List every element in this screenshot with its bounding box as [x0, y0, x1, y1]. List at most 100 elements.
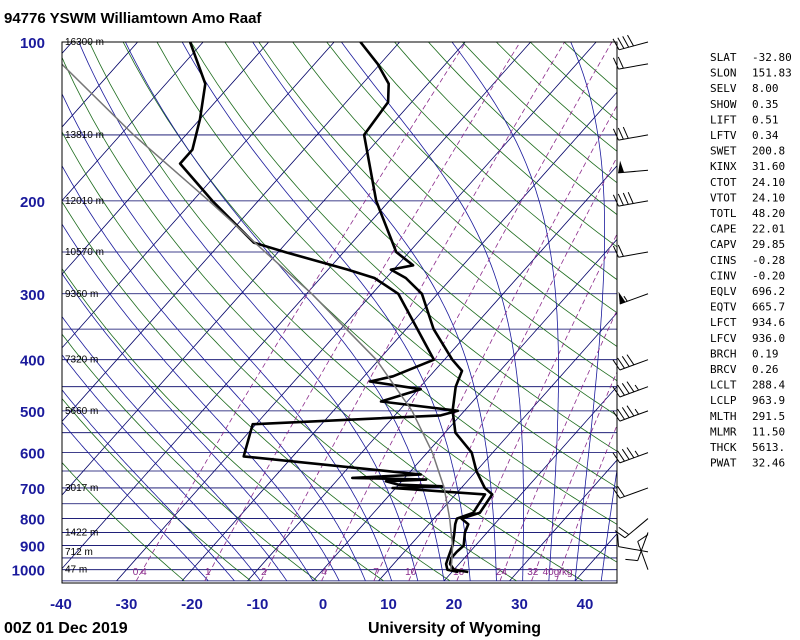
- mixing-ratio-line: [321, 42, 613, 582]
- mixing-ratio-label: 0.4: [133, 567, 147, 578]
- height-label: 10570 m: [65, 247, 104, 258]
- wind-barb: [625, 532, 649, 562]
- index-name: CINV: [710, 269, 737, 282]
- mixing-ratio-line: [499, 309, 617, 582]
- index-value: 29.85: [752, 238, 785, 251]
- parcel-line: [62, 63, 454, 570]
- mixing-ratio-label: 4: [321, 567, 327, 578]
- temperature-tick-label: 0: [319, 596, 327, 613]
- moist-adiabat: [570, 42, 605, 581]
- wind-barb: [612, 405, 649, 422]
- dry-adiabat: [360, 42, 617, 281]
- mixing-ratio-line: [556, 424, 617, 582]
- pressure-tick-label: 900: [20, 539, 45, 556]
- temperature-tick-label: -10: [247, 596, 269, 613]
- index-value: 0.19: [752, 347, 779, 360]
- index-value: 963.9: [752, 394, 785, 407]
- dry-adiabat: [428, 42, 617, 216]
- mixing-ratio-label: 16: [453, 567, 465, 578]
- pressure-tick-label: 100: [20, 35, 45, 52]
- moist-adiabat: [62, 421, 209, 582]
- temperature-tick-label: 30: [511, 596, 528, 613]
- isotherm-line: [312, 238, 617, 582]
- height-label: 12010 m: [65, 196, 104, 207]
- index-name: BRCV: [710, 363, 737, 376]
- dry-adiabat: [326, 42, 617, 314]
- mixing-ratio-label: 2: [261, 567, 267, 578]
- index-value: 0.35: [752, 98, 779, 111]
- mixing-ratio-labels: 0.4 1 2 4 7 10 16 24 32 40g/kg: [133, 567, 573, 578]
- pressure-tick-label: 800: [20, 512, 45, 529]
- index-value: 291.5: [752, 410, 785, 423]
- wind-barb: [614, 518, 649, 539]
- dry-adiabat: [156, 42, 617, 488]
- mixing-ratio-label: 7: [373, 567, 379, 578]
- moist-adiabat: [62, 389, 235, 582]
- index-name: VTOT: [710, 191, 737, 204]
- index-value: 24.10: [752, 176, 785, 189]
- pressure-tick-label: 700: [20, 481, 45, 498]
- temperature-tick-label: -40: [50, 596, 72, 613]
- wind-barb: [637, 534, 649, 570]
- mixing-ratio-line: [373, 104, 617, 582]
- index-value: 8.00: [752, 82, 779, 95]
- moist-adiabat: [62, 164, 366, 582]
- moist-adiabat: [62, 315, 288, 582]
- moist-adiabat: [78, 42, 419, 581]
- index-value: 31.60: [752, 160, 785, 173]
- pressure-tick-label: 500: [20, 404, 45, 421]
- plot-frame: [61, 41, 618, 584]
- dry-adiabat: [62, 268, 384, 582]
- mixing-ratio-label: 1: [205, 567, 211, 578]
- wind-barb: [612, 381, 649, 398]
- moist-adiabat: [451, 42, 559, 581]
- pressure-tick-label: 400: [20, 353, 45, 370]
- mixing-ratio-line: [408, 156, 617, 582]
- index-value: 48.20: [752, 207, 785, 220]
- pressure-tick-label: 300: [20, 287, 45, 304]
- index-value: 288.4: [752, 379, 785, 392]
- temperature-tick-label: 20: [446, 596, 463, 613]
- temperature-tick-label: -20: [181, 596, 203, 613]
- isotherm-line: [181, 91, 617, 582]
- isotherm-line: [62, 42, 138, 128]
- isotherm-line: [247, 165, 617, 582]
- pressure-tick-label: 200: [20, 194, 45, 211]
- index-value: -32.80: [752, 51, 792, 64]
- isotherm-line: [62, 42, 269, 275]
- height-label: 712 m: [65, 547, 93, 558]
- dry-adiabat: [292, 42, 617, 348]
- pressure-tick-label: 600: [20, 446, 45, 463]
- dry-adiabat: [258, 42, 617, 382]
- height-labels: 16300 m 13810 m 12010 m 10570 m 9360 m 7320 m…: [65, 37, 104, 576]
- temperature-tick-label: 40: [577, 596, 594, 613]
- stability-indices: SLAT -32.80 SLON 151.83 SELV 8.00 SHOW 0.35 LIFT…: [710, 51, 792, 470]
- chart-title: 94776 YSWM Williamtown Amo Raaf: [4, 10, 262, 27]
- isotherm-line: [62, 42, 466, 496]
- index-value: 665.7: [752, 301, 785, 314]
- wind-barb: [612, 486, 649, 499]
- index-value: 0.51: [752, 113, 779, 126]
- mixing-ratio-line: [135, 42, 467, 582]
- index-value: 22.01: [752, 223, 785, 236]
- diagram-grid: [62, 42, 617, 582]
- wind-barb: [612, 56, 649, 70]
- wind-barb: [617, 534, 649, 553]
- index-name: SWET: [710, 145, 737, 158]
- height-label: 9360 m: [65, 289, 98, 300]
- index-name: THCK: [710, 441, 737, 454]
- isotherm-line: [378, 312, 617, 582]
- moist-adiabat: [600, 467, 617, 581]
- temperature-tick-label: 10: [380, 596, 397, 613]
- wind-barb: [612, 244, 649, 258]
- moist-adiabat: [62, 272, 314, 582]
- index-value: 5613.: [752, 441, 785, 454]
- height-label: 1422 m: [65, 528, 98, 539]
- index-name: CINS: [710, 254, 737, 267]
- wind-barb: [612, 354, 649, 371]
- dry-adiabat: [62, 130, 517, 582]
- dry-adiabat: [62, 397, 252, 582]
- dry-adiabat: [224, 42, 617, 417]
